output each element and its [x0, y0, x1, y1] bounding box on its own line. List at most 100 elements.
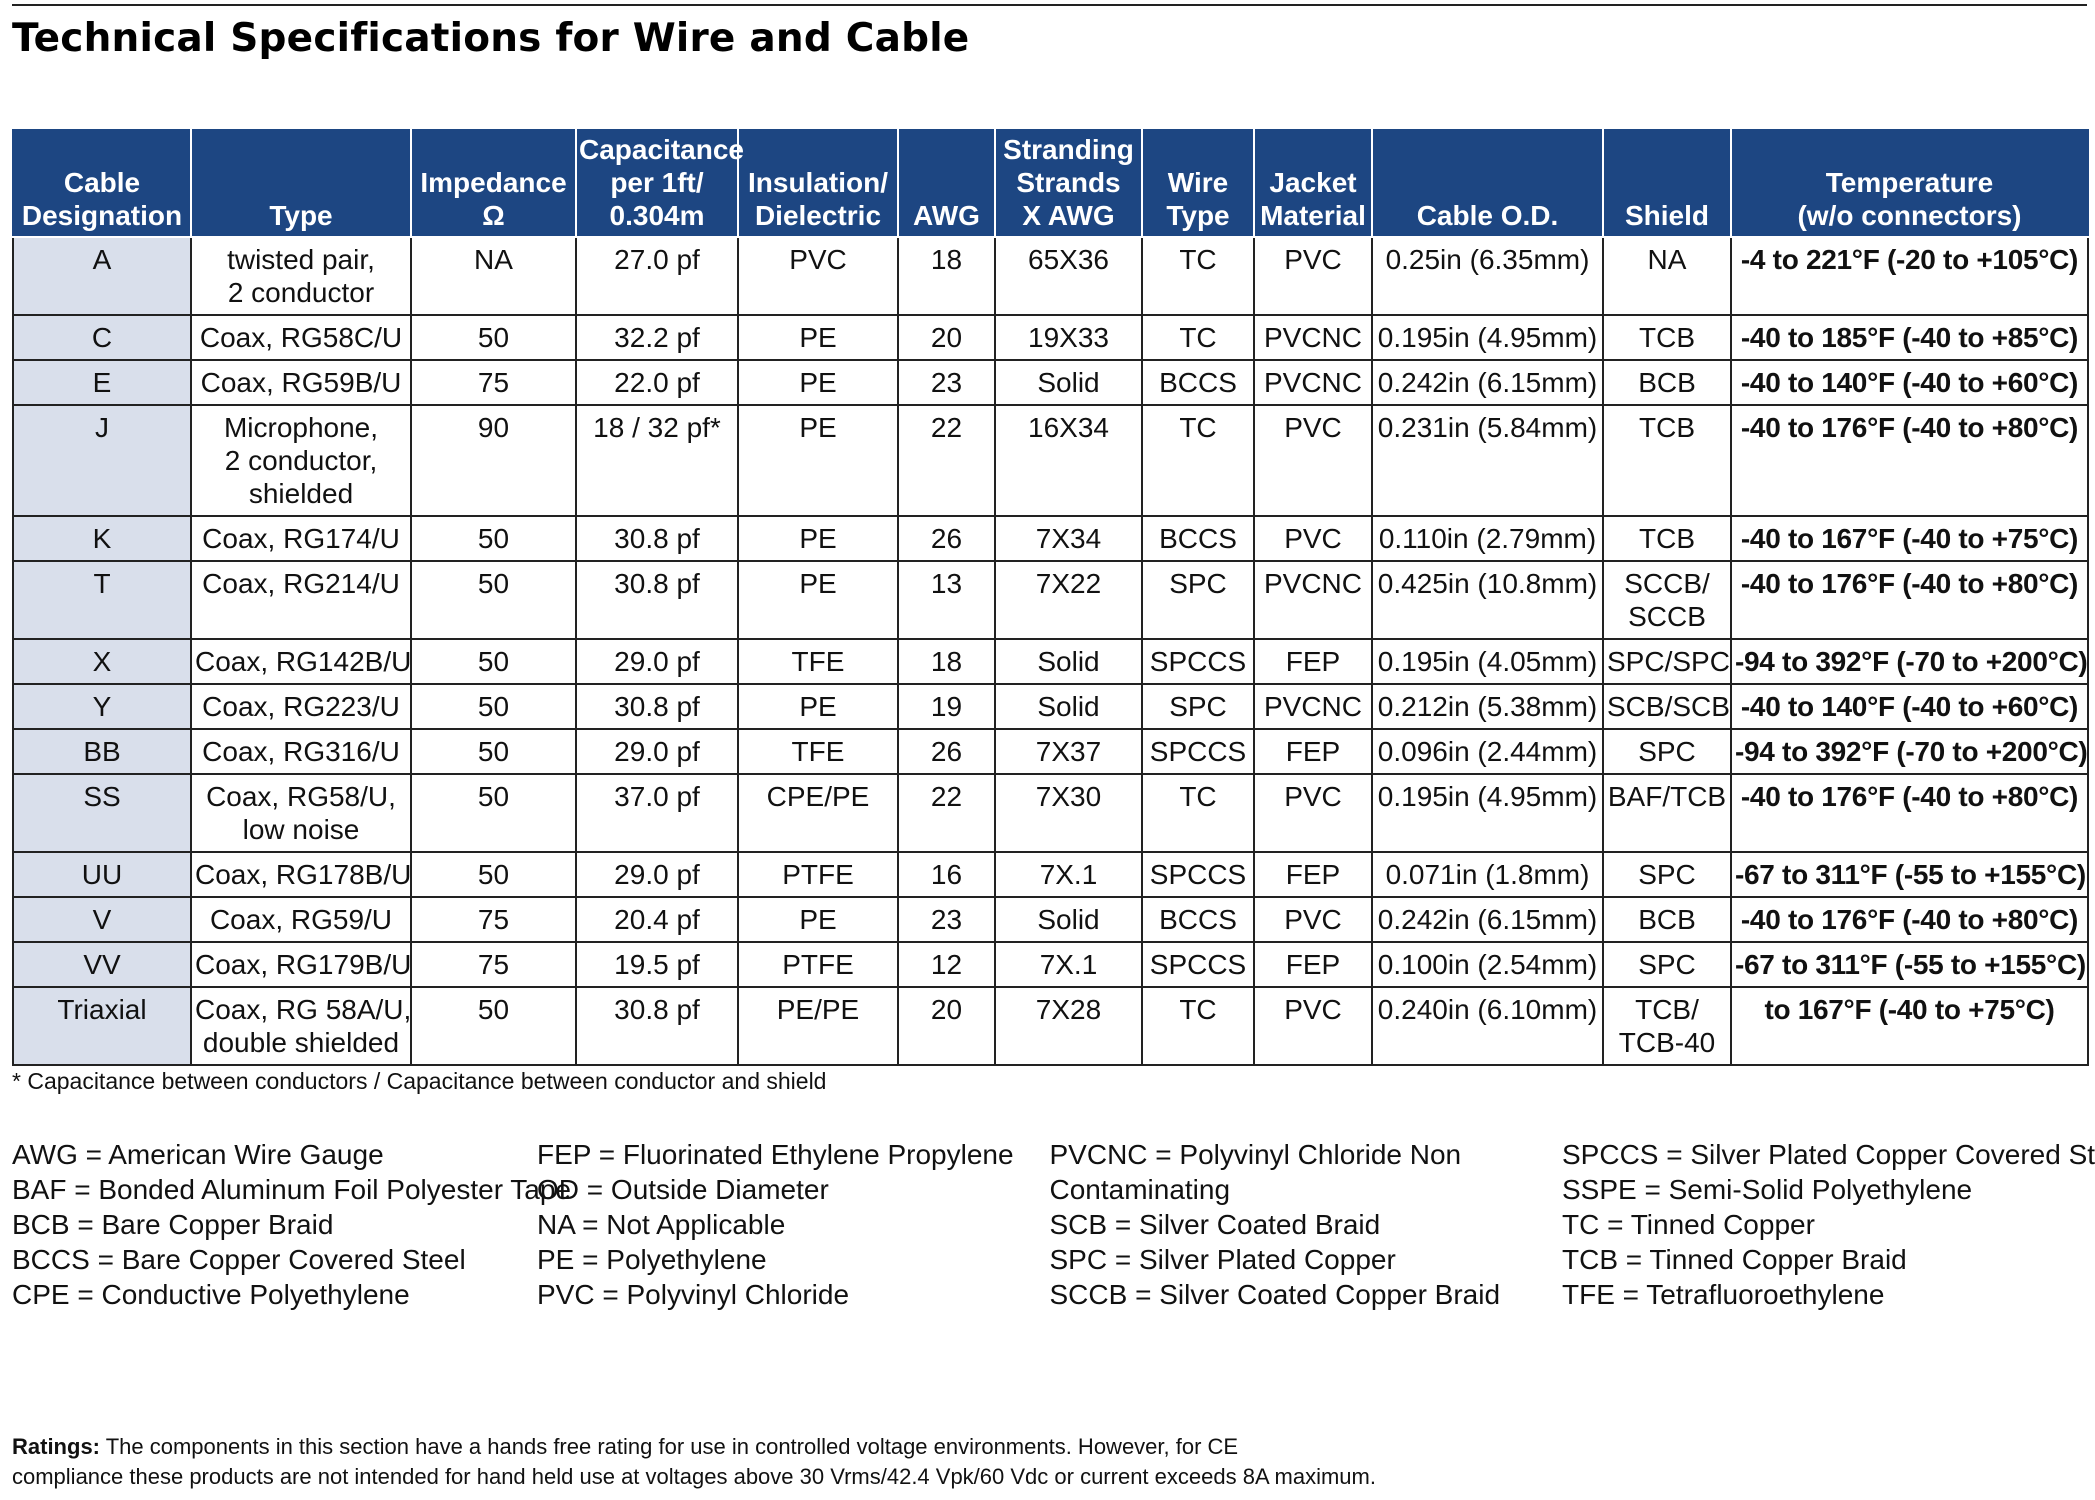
- cell-line: Wire: [1167, 167, 1229, 198]
- cell-od: 0.071in (1.8mm): [1371, 851, 1604, 898]
- cell-awg: 20: [897, 986, 996, 1066]
- cell-insulation: PE: [737, 683, 899, 730]
- cell-line: low noise: [242, 814, 360, 845]
- cell-jacket: PVCNC: [1253, 359, 1373, 406]
- cell-line: SCB/SCB: [1607, 691, 1730, 722]
- glossary-item: PVC = Polyvinyl Chloride: [537, 1279, 850, 1310]
- cell-jacket: PVC: [1253, 773, 1373, 853]
- table-row: V Coax, RG59/U 75 20.4 pf PE 23 Solid BCCS PVC 0.…: [12, 896, 2089, 943]
- cell-designation: VV: [12, 941, 192, 988]
- cell-od: 0.425in (10.8mm): [1371, 560, 1604, 640]
- cell-awg: 16: [897, 851, 996, 898]
- table-row: VV Coax, RG179B/U 75 19.5 pf PTFE 12 7X.1 SPCCS…: [12, 941, 2089, 988]
- cell-impedance: 50: [410, 515, 577, 562]
- cell-awg: 26: [897, 515, 996, 562]
- cell-stranding: 7X37: [994, 728, 1143, 775]
- cell-shield: NA: [1602, 236, 1732, 316]
- cell-od: 0.242in (6.15mm): [1371, 896, 1604, 943]
- cell-wire-type: TC: [1141, 236, 1255, 316]
- cell-stranding: 65X36: [994, 236, 1143, 316]
- cell-line: Capacitance: [579, 134, 744, 165]
- page-title: Technical Specifications for Wire and Ca…: [12, 16, 970, 61]
- cell-line: shielded: [248, 478, 354, 509]
- cell-capacitance: 19.5 pf: [575, 941, 739, 988]
- cell-line: SPC: [1638, 949, 1696, 980]
- cell-line: SPC/SPC: [1607, 646, 1730, 677]
- cell-line: TCB: [1639, 322, 1695, 353]
- cell-line: SCCB: [1628, 601, 1706, 632]
- cell-impedance: 50: [410, 314, 577, 361]
- cell-shield: SPC/SPC: [1602, 638, 1732, 685]
- cell-capacitance: 30.8 pf: [575, 986, 739, 1066]
- cell-line: (w/o connectors): [1797, 200, 2022, 231]
- cell-awg: 22: [897, 773, 996, 853]
- cell-line: 2 conductor,: [224, 445, 378, 476]
- cell-line: BCB: [1638, 904, 1696, 935]
- cell-awg: 26: [897, 728, 996, 775]
- cell-type: twisted pair, 2 conductor: [190, 236, 412, 316]
- cell-wire-type: BCCS: [1141, 515, 1255, 562]
- cell-od: 0.110in (2.79mm): [1371, 515, 1604, 562]
- cell-designation: V: [12, 896, 192, 943]
- cell-line: Impedance: [420, 167, 567, 198]
- column-header-awg: AWG: [897, 129, 996, 238]
- cell-wire-type: TC: [1141, 773, 1255, 853]
- cell-impedance: 90: [410, 404, 577, 517]
- cell-line: Cable: [63, 167, 141, 198]
- cell-type: Coax, RG174/U: [190, 515, 412, 562]
- cell-line: twisted pair,: [227, 244, 375, 275]
- cell-capacitance: 30.8 pf: [575, 515, 739, 562]
- column-header-od: Cable O.D.: [1371, 129, 1604, 238]
- cell-line: NA: [1647, 244, 1687, 275]
- cell-capacitance: 27.0 pf: [575, 236, 739, 316]
- glossary-item: FEP = Fluorinated Ethylene Propylene: [537, 1139, 1014, 1170]
- cell-stranding: 7X22: [994, 560, 1143, 640]
- table-row: Triaxial Coax, RG 58A/U, double shielded 50…: [12, 986, 2089, 1066]
- cell-shield: SCCB/SCCB: [1602, 560, 1732, 640]
- cell-capacitance: 32.2 pf: [575, 314, 739, 361]
- cell-impedance: 50: [410, 683, 577, 730]
- column-header-jacket: Jacket Material: [1253, 129, 1373, 238]
- column-header-type: Type: [190, 129, 412, 238]
- cell-line: Insulation/: [748, 167, 888, 198]
- cell-designation: SS: [12, 773, 192, 853]
- cell-type: Coax, RG179B/U: [190, 941, 412, 988]
- cell-line: X AWG: [1022, 200, 1115, 231]
- cell-insulation: PTFE: [737, 941, 899, 988]
- cell-insulation: PE/PE: [737, 986, 899, 1066]
- table-row: K Coax, RG174/U 50 30.8 pf PE 26 7X34 BCCS PVC 0.…: [12, 515, 2089, 562]
- cell-temperature: -67 to 311°F (-55 to +155°C): [1730, 851, 2089, 898]
- table-row: BB Coax, RG316/U 50 29.0 pf TFE 26 7X37 SPCCS FE…: [12, 728, 2089, 775]
- cell-stranding: Solid: [994, 359, 1143, 406]
- cell-jacket: PVCNC: [1253, 314, 1373, 361]
- cell-shield: BAF/TCB: [1602, 773, 1732, 853]
- glossary-item: SSPE = Semi-Solid Polyethylene: [1562, 1174, 1973, 1205]
- cell-insulation: PE: [737, 314, 899, 361]
- cell-insulation: PE: [737, 515, 899, 562]
- cell-line: Shield: [1624, 200, 1709, 231]
- cell-line: Microphone,: [223, 412, 379, 443]
- footnote: * Capacitance between conductors / Capac…: [12, 1068, 827, 1094]
- cell-type: Coax, RG58C/U: [190, 314, 412, 361]
- cell-stranding: Solid: [994, 683, 1143, 730]
- cell-temperature: -40 to 140°F (-40 to +60°C): [1730, 359, 2089, 406]
- cell-temperature: -67 to 311°F (-55 to +155°C): [1730, 941, 2089, 988]
- cell-temperature: -94 to 392°F (-70 to +200°C): [1730, 728, 2089, 775]
- glossary-item: SCCB = Silver Coated Copper Braid: [1049, 1279, 1501, 1310]
- cell-capacitance: 29.0 pf: [575, 728, 739, 775]
- cell-designation: A: [12, 236, 192, 316]
- cell-insulation: CPE/PE: [737, 773, 899, 853]
- column-header-designation: Cable Designation: [12, 129, 192, 238]
- cell-type: Coax, RG 58A/U, double shielded: [190, 986, 412, 1066]
- glossary-item: OD = Outside Diameter: [537, 1174, 829, 1205]
- cell-temperature: -40 to 176°F (-40 to +80°C): [1730, 560, 2089, 640]
- cell-temperature: -40 to 176°F (-40 to +80°C): [1730, 404, 2089, 517]
- cell-shield: SPC: [1602, 941, 1732, 988]
- cell-od: 0.100in (2.54mm): [1371, 941, 1604, 988]
- cell-impedance: 50: [410, 851, 577, 898]
- glossary-item: SCB = Silver Coated Braid: [1049, 1209, 1381, 1240]
- table-row: SS Coax, RG58/U, low noise 50 37.0 pf CPE/PE 2…: [12, 773, 2089, 853]
- cell-temperature: to 167°F (-40 to +75°C): [1730, 986, 2089, 1066]
- cell-wire-type: TC: [1141, 986, 1255, 1066]
